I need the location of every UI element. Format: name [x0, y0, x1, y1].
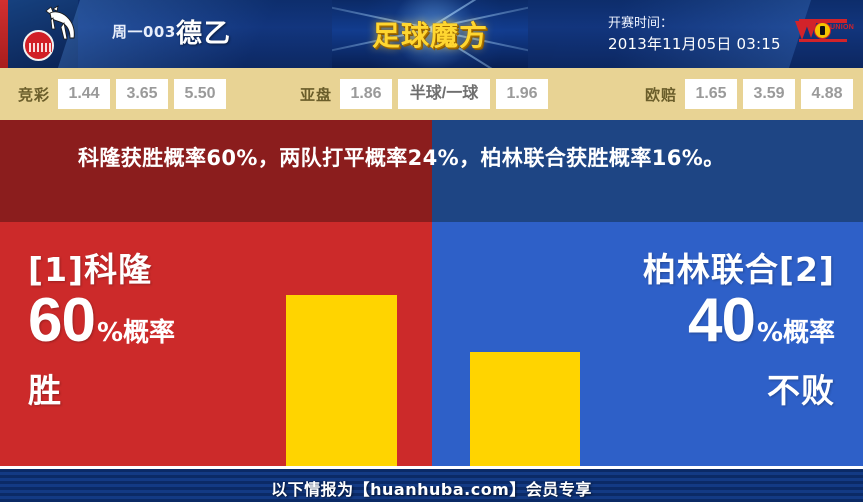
odds-group-label: 亚盘	[300, 85, 333, 104]
union-wordmark: UNION	[830, 24, 855, 31]
away-probability-bar	[470, 352, 580, 466]
euro-cell-draw[interactable]: 3.59	[743, 79, 796, 109]
handicap-cell-home[interactable]: 1.86	[340, 79, 393, 109]
away-percent-row: 40%概率	[643, 290, 835, 367]
away-team-name: 柏林联合[2]	[642, 250, 835, 289]
euro-cell-home[interactable]: 1.65	[685, 79, 738, 109]
home-team-logo-icon	[20, 4, 82, 64]
footer-divider	[0, 466, 863, 469]
handicap-cell-away[interactable]: 1.96	[496, 79, 549, 109]
odds-group-jingcai: 竞彩 1.44 3.65 5.50	[18, 68, 232, 120]
banner-half-blue	[432, 120, 863, 222]
odds-group-european: 欧赔 1.65 3.59 4.88	[645, 68, 859, 120]
probability-summary-banner: 科隆获胜概率60%，两队打平概率24%，柏林联合获胜概率16%。	[0, 120, 863, 222]
home-team-name: [1]科隆	[28, 250, 153, 289]
probability-summary-text: 科隆获胜概率60%，两队打平概率24%，柏林联合获胜概率16%。	[78, 146, 725, 170]
koln-crest-circle	[23, 30, 54, 61]
goat-icon	[45, 5, 75, 40]
home-stats: [1]科隆 60%概率 胜	[28, 250, 175, 415]
away-percent-value: 40	[687, 286, 756, 355]
away-team-logo-icon: UNION	[793, 13, 855, 47]
odds-bar: 竞彩 1.44 3.65 5.50 亚盘 1.86 半球/一球 1.96 欧赔 …	[0, 68, 863, 120]
odds-group-asian-handicap: 亚盘 1.86 半球/一球 1.96	[300, 68, 554, 120]
league-name: 德乙	[176, 19, 233, 49]
odds-cell-away[interactable]: 5.50	[174, 79, 227, 109]
home-percent-row: 60%概率	[28, 290, 175, 367]
brand-logo-text: 足球魔方	[371, 19, 488, 52]
footer-notice: 以下情报为【huanhuba.com】会员专享	[271, 480, 592, 499]
odds-group-label: 竞彩	[18, 85, 51, 104]
odds-group-label: 欧赔	[645, 85, 678, 104]
header-accent-stripe	[0, 0, 8, 68]
kickoff-label: 开赛时间：	[608, 16, 674, 31]
home-outcome-label: 胜	[28, 371, 62, 410]
home-probability-bar	[286, 295, 397, 466]
odds-cell-draw[interactable]: 3.65	[116, 79, 169, 109]
handicap-cell-line[interactable]: 半球/一球	[398, 79, 491, 109]
brand-logo-plaque: 足球魔方	[332, 0, 528, 68]
away-percent-suffix: %概率	[756, 318, 835, 348]
outcome-panel: [1]科隆 60%概率 胜 柏林联合[2] 40%概率 不败	[0, 222, 863, 466]
footer-bar: 以下情报为【huanhuba.com】会员专享	[0, 469, 863, 502]
match-round-label: 周一003	[112, 23, 176, 41]
away-stats: 柏林联合[2] 40%概率 不败	[643, 250, 835, 415]
home-percent-value: 60	[28, 286, 96, 355]
odds-cell-home[interactable]: 1.44	[58, 79, 111, 109]
header-bar: 周一003 德乙 足球魔方 开赛时间： 2013年11月05日 03:15 UN…	[0, 0, 863, 68]
banner-half-red	[0, 120, 432, 222]
home-percent-suffix: %概率	[96, 318, 176, 348]
euro-cell-away[interactable]: 4.88	[801, 79, 854, 109]
away-outcome-label: 不败	[767, 371, 835, 410]
kickoff-datetime: 2013年11月05日 03:15	[608, 35, 781, 53]
